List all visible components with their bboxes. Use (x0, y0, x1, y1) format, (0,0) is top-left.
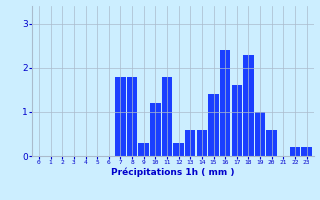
Bar (185, 130, 196, 156)
Bar (197, 130, 207, 156)
Bar (162, 77, 172, 156)
Bar (243, 55, 254, 156)
Bar (115, 77, 126, 156)
Bar (255, 112, 265, 156)
X-axis label: Précipitations 1h ( mm ): Précipitations 1h ( mm ) (111, 168, 235, 177)
Bar (267, 130, 277, 156)
Bar (150, 103, 161, 156)
Bar (139, 143, 149, 156)
Bar (208, 94, 219, 156)
Bar (290, 147, 300, 156)
Bar (173, 143, 184, 156)
Bar (232, 85, 242, 156)
Bar (127, 77, 137, 156)
Bar (220, 50, 230, 156)
Bar (301, 147, 312, 156)
